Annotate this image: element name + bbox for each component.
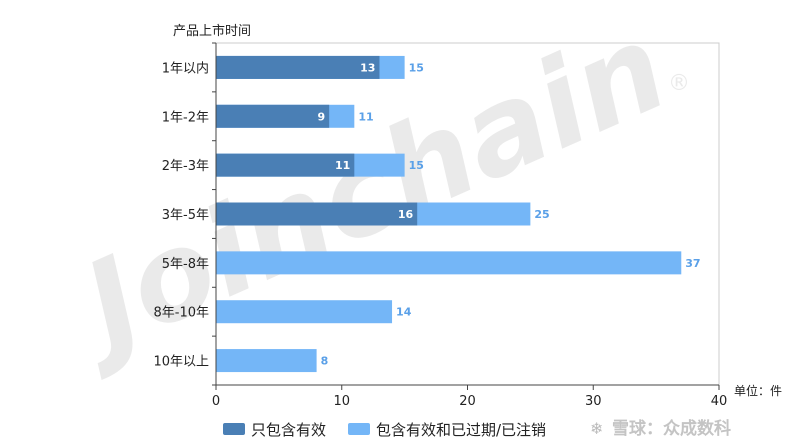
value-label-total-1: 11 (358, 110, 373, 123)
value-label-valid-2: 11 (335, 159, 350, 172)
value-label-valid-3: 16 (398, 208, 414, 221)
category-label-0: 1年以内 (162, 60, 209, 76)
legend-label-series-1: 只包含有效 (251, 421, 326, 439)
bar-valid-3 (216, 202, 418, 226)
value-label-total-2: 15 (409, 159, 424, 172)
bar-valid-1 (216, 104, 330, 128)
x-tick-label-3: 30 (585, 394, 602, 409)
category-label-2: 2年-3年 (162, 159, 209, 174)
value-label-total-3: 25 (534, 208, 549, 221)
value-label-total-4: 37 (685, 257, 700, 270)
axis-layer: 1年以内 1年-2年 2年-3年 3年-5年 5年-8年 8年-10年 10年以上 0 10 20… (153, 42, 728, 409)
x-tick-label-2: 20 (459, 394, 476, 409)
watermark-registered: ® (668, 71, 690, 96)
value-label-total-6: 8 (321, 355, 329, 368)
value-label-total-0: 15 (409, 61, 424, 74)
bar-valid-2 (216, 153, 355, 177)
snowball-icon: ❄ (590, 419, 603, 438)
source-text: 雪球：众成数科 (612, 418, 731, 439)
x-tick-label-1: 10 (333, 394, 350, 409)
legend-swatch-series-2 (348, 423, 370, 435)
y-axis-title: 产品上市时间 (173, 23, 251, 39)
bar-total-6 (216, 349, 317, 373)
bar-total-4 (216, 251, 682, 275)
legend-label-series-2: 包含有效和已过期/已注销 (376, 421, 546, 439)
category-label-4: 5年-8年 (162, 257, 209, 272)
legend: 只包含有效 包含有效和已过期/已注销 (223, 421, 546, 439)
category-label-1: 1年-2年 (162, 110, 209, 125)
x-tick-label-0: 0 (212, 394, 220, 409)
legend-swatch-series-1 (223, 423, 245, 435)
bars-layer: 15 13 11 9 15 11 25 16 37 14 8 (216, 55, 701, 373)
value-label-valid-1: 9 (318, 110, 326, 123)
source-watermark: ❄ 雪球：众成数科 (590, 418, 731, 439)
x-tick-label-4: 40 (711, 394, 728, 409)
category-label-5: 8年-10年 (153, 306, 209, 321)
category-label-6: 10年以上 (153, 355, 209, 370)
bar-total-5 (216, 300, 393, 324)
category-label-3: 3年-5年 (162, 208, 209, 223)
unit-label: 单位：件 (734, 383, 782, 398)
value-label-valid-0: 13 (360, 61, 375, 74)
value-label-total-5: 14 (396, 306, 412, 319)
bar-valid-0 (216, 55, 380, 79)
